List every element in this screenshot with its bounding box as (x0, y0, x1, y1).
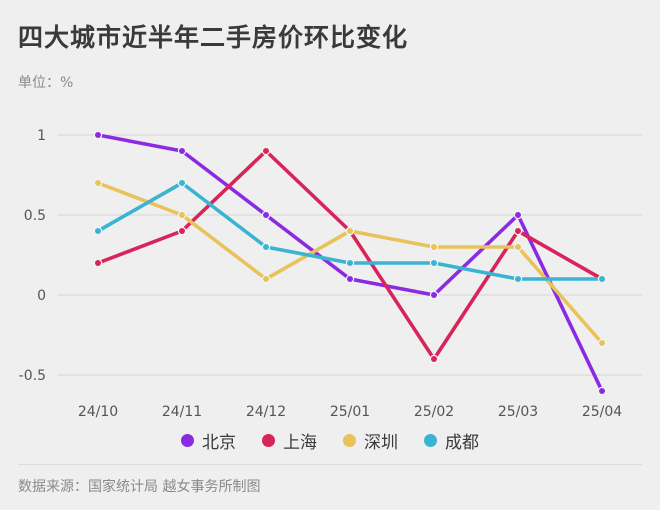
data-point (345, 274, 355, 284)
legend-label: 深圳 (364, 433, 398, 453)
legend-swatch (343, 434, 356, 447)
data-point (93, 178, 103, 188)
y-tick-label: -0.5 (19, 368, 46, 384)
divider (18, 464, 642, 465)
data-point (597, 386, 607, 396)
x-tick-label: 24/12 (246, 404, 286, 420)
source-note: 数据来源：国家统计局 越女事务所制图 (18, 479, 261, 495)
series-points (93, 130, 607, 396)
data-point (513, 210, 523, 220)
y-tick-label: 0.5 (24, 208, 46, 224)
data-point (261, 146, 271, 156)
legend-swatch (424, 434, 437, 447)
data-point (513, 226, 523, 236)
data-point (261, 274, 271, 284)
chart-title: 四大城市近半年二手房价环比变化 (18, 23, 409, 52)
x-tick-label: 25/04 (582, 404, 622, 420)
data-point (93, 226, 103, 236)
unit-label: 单位：% (18, 75, 74, 91)
data-point (429, 290, 439, 300)
data-point (261, 242, 271, 252)
data-point (513, 274, 523, 284)
data-point (513, 242, 523, 252)
data-point (93, 258, 103, 268)
legend-item: 深圳 (343, 428, 398, 453)
data-point (177, 146, 187, 156)
data-point (429, 354, 439, 364)
x-tick-labels: 24/10 24/11 24/12 25/01 25/02 25/03 25/04 (78, 404, 622, 420)
x-tick-label: 25/01 (330, 404, 370, 420)
line-chart: 1 0.5 0 -0.5 24/10 24/11 24/12 25/01 25/02 25/03… (19, 128, 642, 420)
legend-swatch (181, 434, 194, 447)
legend-item: 上海 (262, 428, 317, 453)
legend-label: 成都 (445, 433, 479, 453)
legend-label: 北京 (202, 433, 236, 453)
data-point (429, 242, 439, 252)
data-point (429, 258, 439, 268)
data-point (345, 258, 355, 268)
data-point (177, 178, 187, 188)
y-tick-labels: 1 0.5 0 -0.5 (19, 128, 46, 384)
legend-label: 上海 (283, 433, 317, 453)
x-tick-label: 25/03 (498, 404, 538, 420)
x-tick-label: 24/11 (162, 404, 202, 420)
data-point (177, 226, 187, 236)
y-tick-label: 1 (37, 128, 46, 144)
data-point (597, 274, 607, 284)
y-tick-label: 0 (37, 288, 46, 304)
data-point (177, 210, 187, 220)
legend-item: 成都 (424, 428, 479, 453)
x-tick-label: 25/02 (414, 404, 454, 420)
legend: 北京 上海 深圳 成都 (0, 428, 660, 453)
grid-lines (58, 134, 642, 376)
data-point (261, 210, 271, 220)
legend-swatch (262, 434, 275, 447)
data-point (93, 130, 103, 140)
data-point (597, 338, 607, 348)
legend-item: 北京 (181, 428, 236, 453)
data-point (345, 226, 355, 236)
x-tick-label: 24/10 (78, 404, 118, 420)
